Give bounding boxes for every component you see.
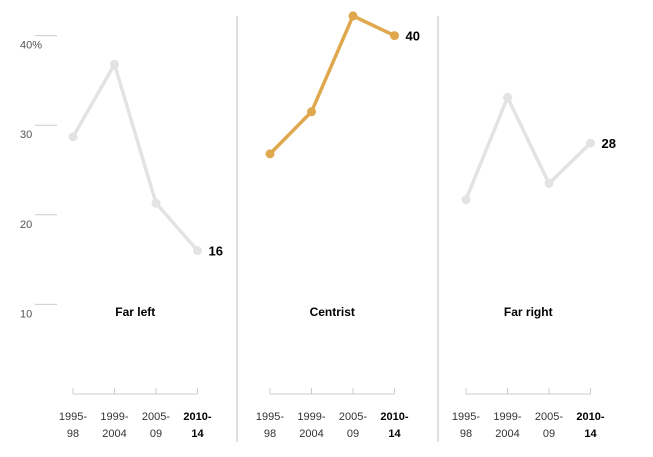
data-point [265,149,275,159]
panel-dividers [236,16,439,442]
x-tick-label: 2010- [380,411,408,423]
x-tick-label: 1999- [100,411,128,423]
x-tick-label: 1999- [493,411,521,423]
x-tick-label: 14 [584,428,597,440]
end-value-label: 28 [602,136,616,151]
x-tick-label: 2004 [495,428,519,440]
x-tick-label: 2010- [183,411,211,423]
x-tick-label: 1999- [297,411,325,423]
x-tick-label: 1995- [256,411,284,423]
panel-far-left: 1995- 98 1999- 2004 2005- 09 2010- 14 16 Far left [59,59,223,440]
data-point [193,246,202,256]
panel-far-right: 1995- 98 1999- 2004 2005- 09 2010- 14 28 Far righ… [452,92,616,440]
series-line [464,95,593,202]
x-tick-label: 1995- [59,411,87,423]
x-tick-label: 2005- [339,411,367,423]
x-tick-label: 2004 [299,428,323,440]
data-point [586,138,595,148]
end-value-label: 40 [406,29,420,44]
panel-centrist: 1995- 98 1999- 2004 2005- 09 2010- 14 40 Centrist [256,11,420,440]
data-point [151,198,161,208]
data-point [390,31,399,41]
x-tick-label: 2005- [535,411,563,423]
x-tick-label: 09 [543,428,555,440]
y-tick-label: 30 [20,129,32,141]
series-line [71,62,200,253]
gridlines [35,35,57,305]
x-tick-label: 14 [388,428,401,440]
panel-title: Centrist [310,305,355,319]
panel-title: Far right [504,305,553,319]
x-tick-label: 98 [67,428,79,440]
y-tick-label: 20 [20,219,32,231]
panel-title: Far left [115,305,155,319]
x-tick-label: 14 [191,428,204,440]
x-tick-label: 98 [460,428,472,440]
data-point [461,195,471,205]
x-tick-label: 09 [150,428,162,440]
data-point [503,92,512,102]
x-tick-label: 2004 [102,428,126,440]
series-line [268,14,397,156]
x-tick-label: 1995- [452,411,480,423]
data-point [307,107,316,117]
x-tick-label: 2005- [142,411,170,423]
y-axis-ticks: 40% 30 20 10 [20,40,42,321]
data-point [348,11,358,21]
end-value-label: 16 [209,244,223,259]
data-point [544,178,554,188]
panels: 1995- 98 1999- 2004 2005- 09 2010- 14 16 Far left… [59,11,616,440]
x-tick-label: 2010- [576,411,604,423]
y-tick-label: 10 [20,308,32,320]
data-point [68,132,78,142]
y-tick-label: 40% [20,40,42,52]
data-point [110,59,119,69]
x-tick-label: 09 [347,428,359,440]
x-tick-label: 98 [264,428,276,440]
